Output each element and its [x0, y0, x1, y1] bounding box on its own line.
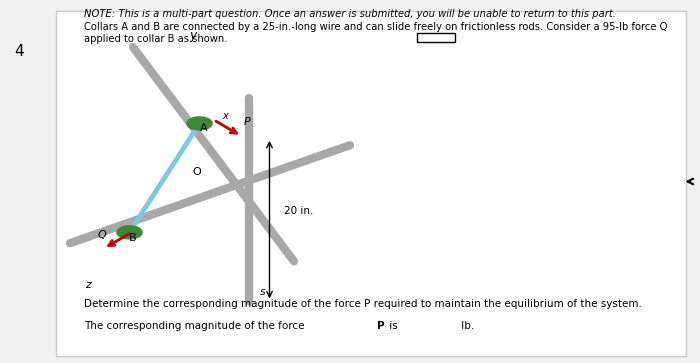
Text: y: y [189, 29, 196, 42]
Circle shape [117, 226, 142, 239]
Text: applied to collar B as shown.: applied to collar B as shown. [84, 34, 228, 44]
Text: P: P [244, 117, 251, 127]
Text: Q: Q [98, 230, 107, 240]
Text: is: is [386, 321, 398, 331]
Text: 20 in.: 20 in. [284, 205, 313, 216]
Text: z: z [85, 280, 90, 290]
Text: The corresponding magnitude of the force: The corresponding magnitude of the force [84, 321, 308, 331]
Text: P: P [377, 321, 384, 331]
Text: x: x [223, 111, 228, 121]
Text: lb.: lb. [458, 321, 475, 331]
Text: O: O [193, 167, 202, 178]
Text: 4: 4 [14, 44, 24, 58]
Text: Determine the corresponding magnitude of the force P required to maintain the eq: Determine the corresponding magnitude of… [84, 299, 642, 310]
FancyBboxPatch shape [56, 11, 686, 356]
Text: Collars A and B are connected by a 25-in.-long wire and can slide freely on fric: Collars A and B are connected by a 25-in… [84, 22, 667, 32]
Text: A: A [200, 123, 208, 133]
FancyBboxPatch shape [416, 33, 455, 42]
Text: B: B [129, 233, 137, 243]
Text: NOTE: This is a multi-part question. Once an answer is submitted, you will be un: NOTE: This is a multi-part question. Onc… [84, 9, 616, 19]
Circle shape [187, 117, 212, 130]
Text: s: s [260, 287, 265, 297]
